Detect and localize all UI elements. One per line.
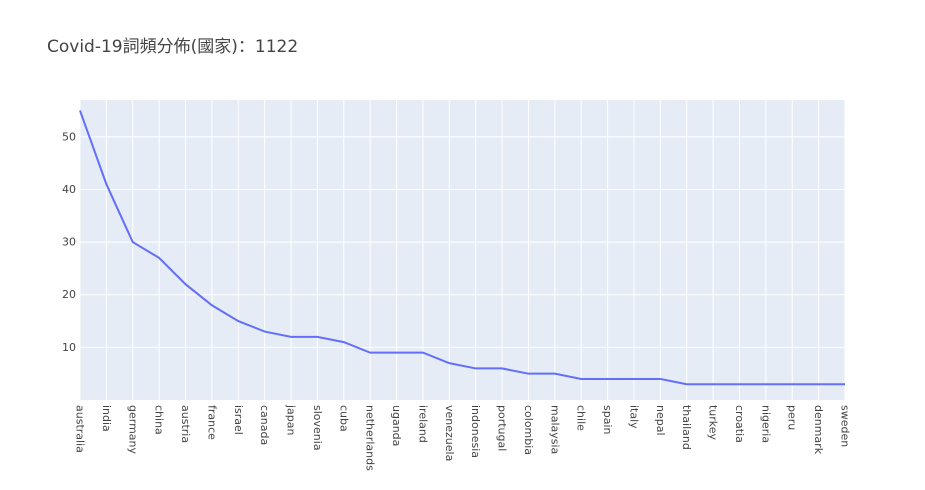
x-tick-label: austria [179,405,192,443]
y-tick-label: 10 [62,341,76,354]
x-tick-label: peru [786,405,799,430]
x-axis-ticks: australia india germany china austria france i… [74,404,852,471]
x-tick-label: spain [601,405,614,435]
x-tick-label: germany [126,405,139,455]
x-tick-label: colombia [522,405,535,455]
x-tick-label: slovenia [311,405,324,451]
y-tick-label: 40 [62,183,76,196]
x-tick-label: portugal [496,405,509,451]
chart-title: Covid-19詞頻分佈(國家)：1122 [47,37,299,57]
x-tick-label: venezuela [443,405,456,461]
x-tick-label: ireland [416,405,429,443]
x-tick-label: cuba [337,405,350,432]
plot-area [80,100,845,400]
x-tick-label: chile [575,405,588,431]
x-tick-label: indonesia [469,405,482,458]
x-tick-label: denmark [812,405,825,455]
x-tick-label: malaysia [548,405,561,454]
x-tick-label: china [153,405,166,435]
x-gridlines [79,100,846,400]
x-tick-label: netherlands [364,405,377,471]
x-tick-label: canada [258,405,271,445]
y-gridlines [80,136,845,348]
x-tick-label: thailand [680,405,693,450]
x-tick-label: india [100,405,113,432]
x-tick-label: uganda [390,405,403,446]
x-tick-label: nigeria [759,405,772,443]
x-tick-label: israel [232,405,245,435]
x-tick-label: italy [627,405,640,429]
y-tick-label: 30 [62,236,76,249]
y-tick-label: 50 [62,130,76,143]
x-tick-label: france [205,405,218,440]
x-tick-label: sweden [839,405,852,447]
x-tick-label: croatia [733,405,746,443]
y-axis-ticks: 10 20 30 40 50 [62,130,76,354]
series-line [79,110,845,386]
x-tick-label: nepal [654,405,667,436]
x-tick-label: australia [74,405,87,453]
y-tick-label: 20 [62,288,76,301]
x-tick-label: japan [285,404,298,436]
x-tick-label: turkey [707,405,720,441]
